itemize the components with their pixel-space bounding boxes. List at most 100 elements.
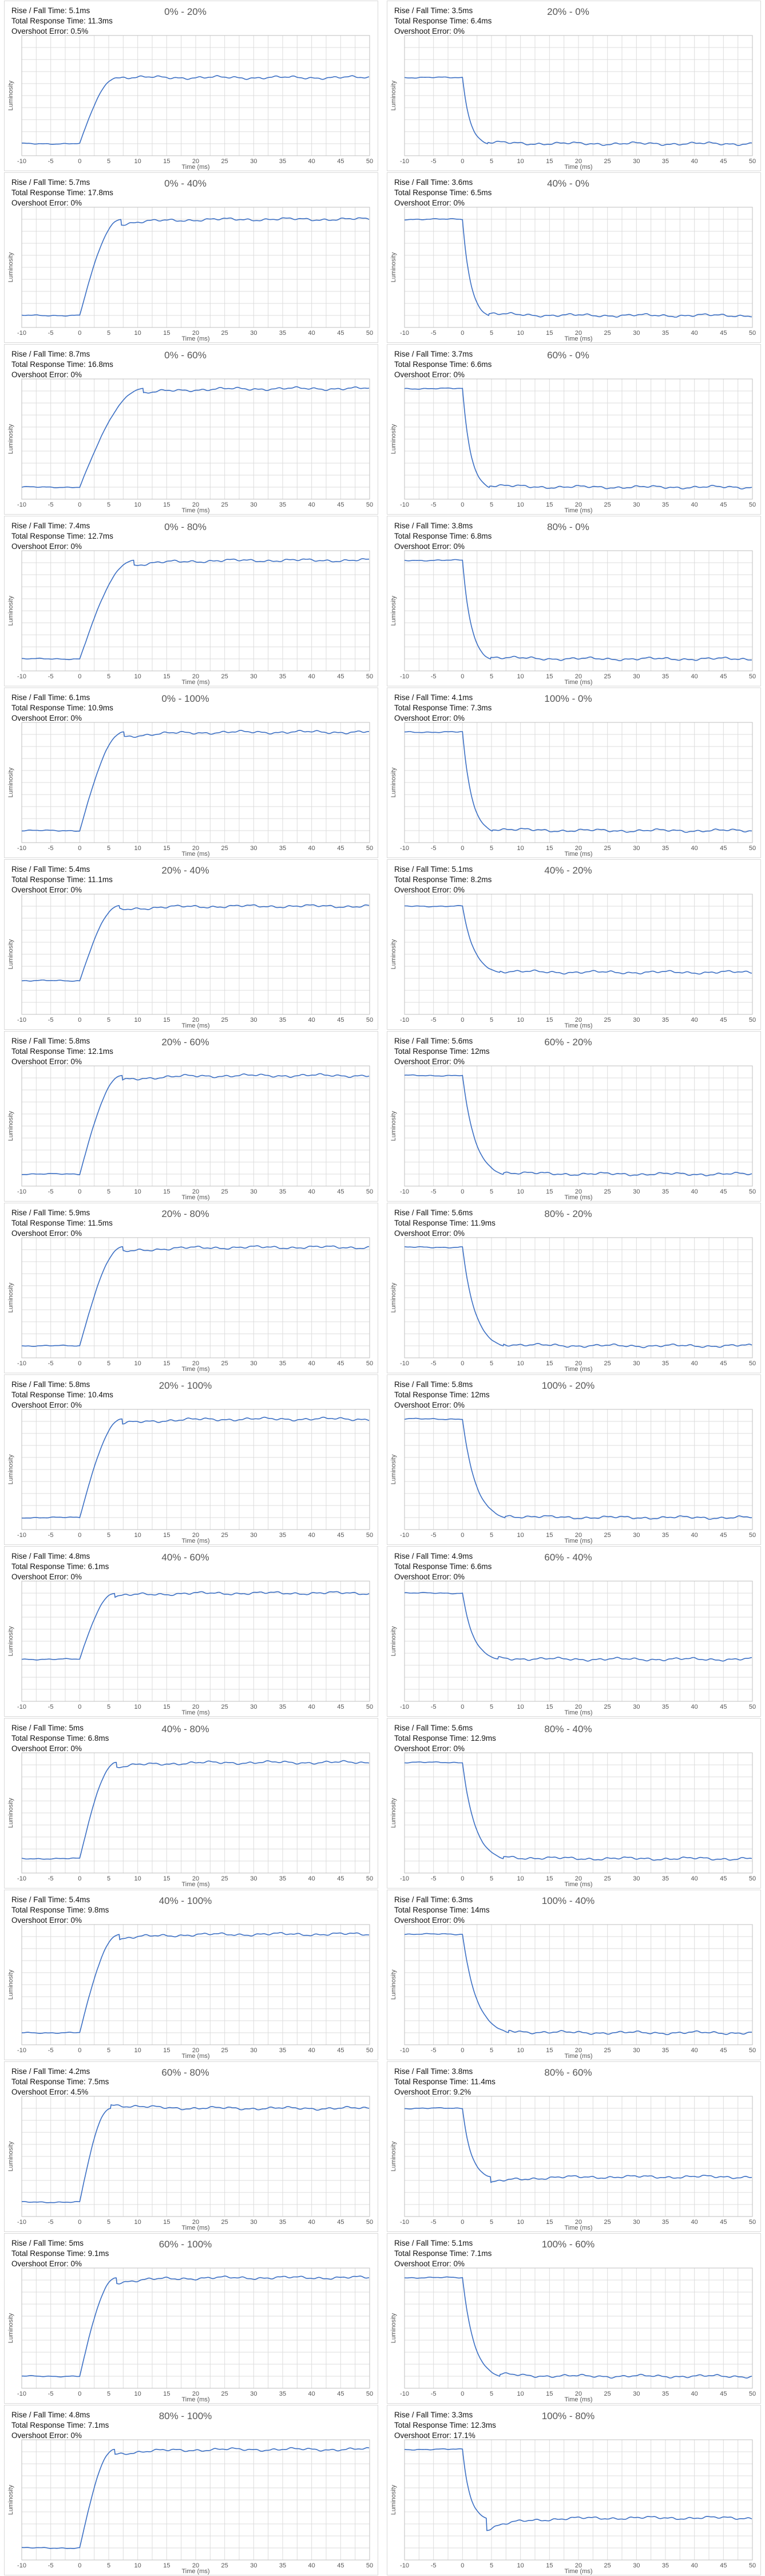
x-tick-label: 50 [366,158,373,165]
luminosity-series-line [404,1591,752,1662]
x-tick-label: 10 [134,330,141,337]
overshoot-error-text: Overshoot Error: 0% [11,1228,113,1239]
x-tick-label: 40 [691,1704,698,1710]
gridlines [404,550,753,671]
x-tick-label: 25 [221,501,228,508]
x-tick-label: 30 [250,1360,257,1367]
overshoot-error-text: Overshoot Error: 0.5% [11,26,113,37]
x-tick-label: -10 [400,1875,409,1882]
chart-svg: 20% - 40% -10 -5 0 5 10 15 20 25 30 35 40 45 50 Time (… [7,865,373,1029]
overshoot-error-text: Overshoot Error: 0% [11,2259,109,2269]
gridlines [21,550,370,671]
x-tick-label: 25 [221,1360,228,1367]
chart-panel: Rise / Fall Time: 4.1ms Total Response Ti… [387,688,761,858]
chart-title: 40% - 80% [161,1724,209,1735]
stat-label: Overshoot Error: [394,199,454,207]
x-tick-label: 20 [575,1360,582,1367]
x-tick-label: 50 [749,1875,756,1882]
x-tick-label: -10 [17,2391,26,2397]
x-tick-label: -5 [48,1188,54,1195]
stat-value: 5.7ms [69,178,90,187]
stat-value: 9.2% [453,2088,471,2096]
rise-fall-time-text: Rise / Fall Time: 5.8ms [394,1380,490,1390]
response-stats: Rise / Fall Time: 3.8ms Total Response Ti… [394,2067,496,2097]
x-axis-label: Time (ms) [564,507,592,514]
x-tick-label: -5 [48,1704,54,1710]
chart-panel: Rise / Fall Time: 5ms Total Response Time… [4,1718,378,1888]
chart-svg: 60% - 40% -10 -5 0 5 10 15 20 25 30 35 40 45 50 Time (… [390,1552,756,1716]
plot-frame [404,550,753,671]
x-tick-label: 40 [308,1017,315,1024]
x-tick-label: 15 [163,1360,170,1367]
stat-value: 0% [453,2259,465,2268]
x-axis-label: Time (ms) [181,164,209,171]
chart-svg: 0% - 40% -10 -5 0 5 10 15 20 25 30 35 40 45 50 Time (m… [7,178,373,342]
stat-label: Rise / Fall Time: [394,1208,452,1217]
stat-label: Total Response Time: [394,1562,471,1571]
x-tick-label: 35 [279,673,286,680]
chart-panel: Rise / Fall Time: 5.4ms Total Response Ti… [4,1890,378,2060]
x-tick-label: 20 [192,1875,199,1882]
x-tick-label: 25 [604,1532,611,1539]
x-tick-label: 40 [691,330,698,337]
x-tick-label: 5 [490,1188,493,1195]
luminosity-series-line [404,1761,752,1861]
x-tick-label: 15 [546,330,553,337]
stat-label: Rise / Fall Time: [394,1724,452,1732]
x-tick-label: 25 [221,1188,228,1195]
x-tick-label: 0 [78,1704,81,1710]
y-axis-label: Luminosity [7,252,14,282]
gridlines [404,1409,753,1530]
stat-label: Overshoot Error: [11,27,71,35]
stat-value: 4.8ms [69,1552,90,1560]
total-response-time-text: Total Response Time: 6.6ms [394,359,491,370]
stat-value: 17.1% [453,2431,475,2440]
plot-frame [21,207,370,328]
x-tick-label: 45 [720,2562,727,2569]
x-tick-label: 25 [604,845,611,852]
plot-frame [404,1409,753,1530]
luminosity-series-line [404,1417,752,1520]
stat-value: 6.8ms [470,532,492,540]
stat-value: 5.1ms [451,2239,473,2247]
x-tick-label: 35 [279,2047,286,2054]
stat-value: 11.4ms [470,2077,496,2086]
x-tick-label: -5 [431,1875,437,1882]
x-tick-label: 30 [250,673,257,680]
chart-svg: 100% - 80% -10 -5 0 5 10 15 20 25 30 35 40 45 50 Time … [390,2411,756,2575]
stat-value: 5.8ms [69,1380,90,1389]
rise-fall-time-text: Rise / Fall Time: 5.8ms [11,1036,113,1046]
x-axis-label: Time (ms) [181,2053,209,2060]
x-tick-label: 35 [279,501,286,508]
x-tick-label: 10 [134,845,141,852]
x-tick-label: 5 [107,1017,110,1024]
chart-title: 80% - 60% [544,2067,592,2078]
x-tick-label: 20 [192,1017,199,1024]
luminosity-series-line [404,559,752,661]
x-tick-label: 35 [279,2219,286,2226]
x-tick-label: 10 [517,2391,524,2397]
overshoot-error-text: Overshoot Error: 0% [11,1744,109,1754]
stat-label: Rise / Fall Time: [394,1552,452,1560]
stat-value: 5.4ms [69,865,90,874]
stat-value: 6.6ms [470,1562,492,1571]
x-tick-label: 35 [662,158,669,165]
x-tick-label: 0 [461,845,464,852]
overshoot-error-text: Overshoot Error: 0% [394,1228,496,1239]
response-stats: Rise / Fall Time: 5.9ms Total Response Ti… [11,1208,113,1239]
gridlines [21,894,370,1015]
x-tick-label: -5 [48,2391,54,2397]
x-tick-label: 5 [107,1360,110,1367]
x-tick-label: 25 [221,1017,228,1024]
gridlines [404,1065,753,1187]
x-tick-label: 35 [279,2391,286,2397]
stat-label: Total Response Time: [394,875,471,884]
x-tick-label: 20 [192,2391,199,2397]
y-axis-label: Luminosity [7,2141,14,2171]
chart-svg: 60% - 20% -10 -5 0 5 10 15 20 25 30 35 40 45 50 Time (… [390,1037,756,1201]
stat-label: Total Response Time: [394,2249,471,2258]
x-tick-label: 40 [308,1360,315,1367]
x-tick-label: 0 [78,330,81,337]
x-tick-label: 10 [517,1532,524,1539]
x-tick-label: 10 [517,2219,524,2226]
